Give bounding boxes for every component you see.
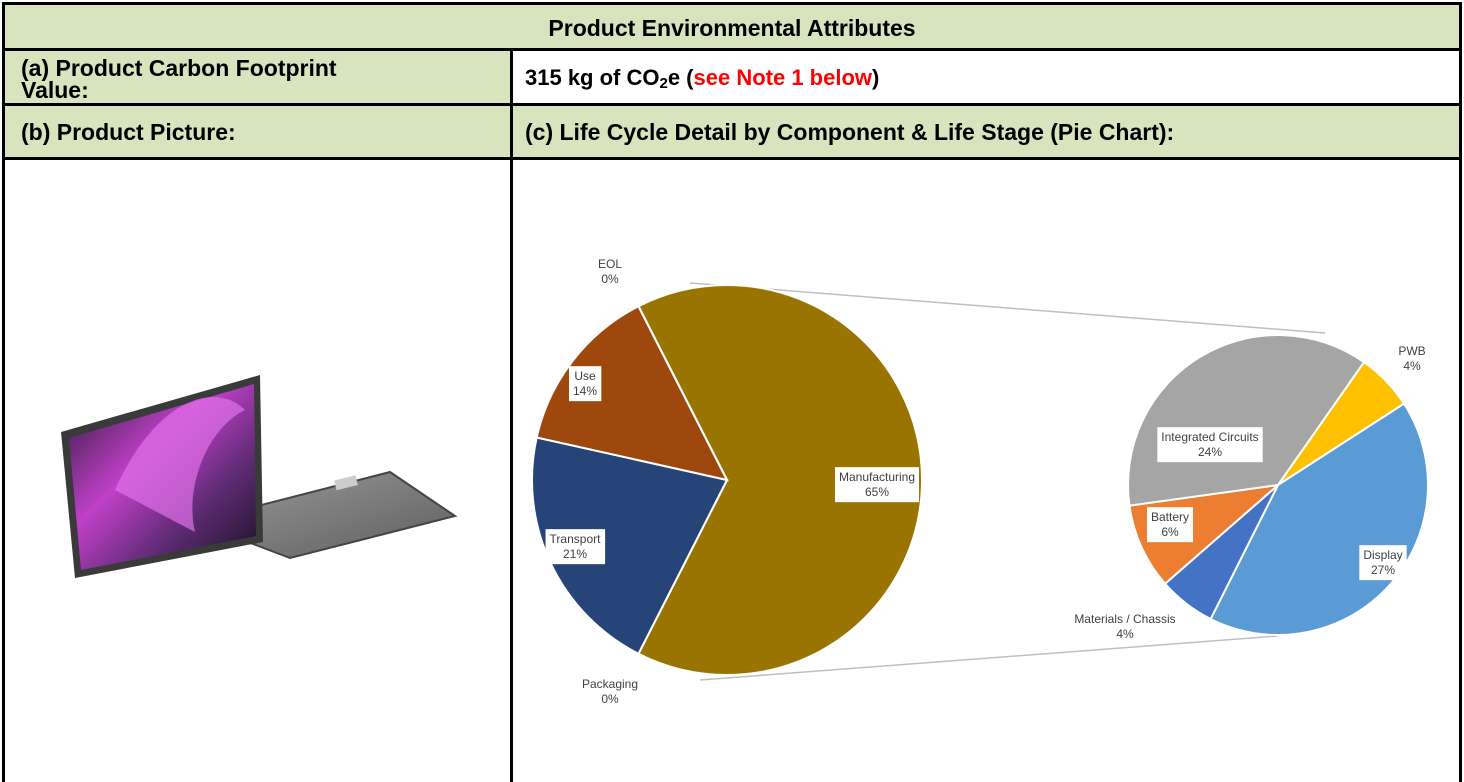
slice-value-label: 4%	[1116, 627, 1134, 641]
slice-value-label: 4%	[1403, 359, 1421, 373]
label-cell: (a) Product Carbon Footprint Value:	[2, 48, 513, 106]
header-title: Product Environmental Attributes	[548, 15, 915, 41]
slice-value-label: 24%	[1198, 445, 1222, 459]
slice-value-label: 27%	[1371, 563, 1395, 577]
slice-value-label: 21%	[563, 547, 587, 561]
slice-label: Manufacturing	[839, 470, 915, 484]
slice-label: Display	[1363, 548, 1402, 562]
label-cell: (b) Product Picture:	[2, 103, 513, 160]
closing: )	[872, 65, 879, 90]
slice-label: PWB	[1398, 344, 1425, 358]
slice-label: EOL	[598, 257, 622, 271]
slice-label: Packaging	[582, 677, 638, 691]
slice-label: Battery	[1151, 510, 1189, 524]
slice-label: Materials / Chassis	[1074, 612, 1175, 626]
row-label: (a) Product Carbon Footprint Value:	[21, 57, 341, 101]
footprint-value: 315 kg of CO	[525, 65, 659, 90]
slice-value-label: 65%	[865, 485, 889, 499]
subscript: 2	[659, 75, 667, 92]
page: Product Environmental Attributes {"heade…	[0, 0, 1464, 782]
slice-value-label: 14%	[573, 384, 597, 398]
row-label: (b) Product Picture:	[21, 119, 236, 145]
product-picture	[5, 160, 510, 782]
slice-label: Transport	[550, 532, 602, 546]
note-link: see Note 1 below	[694, 65, 873, 90]
slice-value-label: 0%	[601, 272, 619, 286]
footprint-unit: e (	[668, 65, 694, 90]
chart: Manufacturing65%Packaging0%Transport21%U…	[513, 160, 1460, 782]
header-cell: Product Environmental Attributes	[2, 2, 1462, 51]
slice-value-label: 0%	[601, 692, 619, 706]
row-label: (c) Life Cycle Detail by Component & Lif…	[525, 119, 1174, 145]
value-cell: 315 kg of CO2e (see Note 1 below)	[510, 48, 1462, 106]
slice-value-label: 6%	[1161, 525, 1179, 539]
slice-label: Integrated Circuits	[1161, 430, 1258, 444]
label-cell: (c) Life Cycle Detail by Component & Lif…	[510, 103, 1462, 160]
document: Product Environmental Attributes (a) Pro…	[0, 0, 1464, 782]
slice-label: Use	[574, 369, 596, 383]
